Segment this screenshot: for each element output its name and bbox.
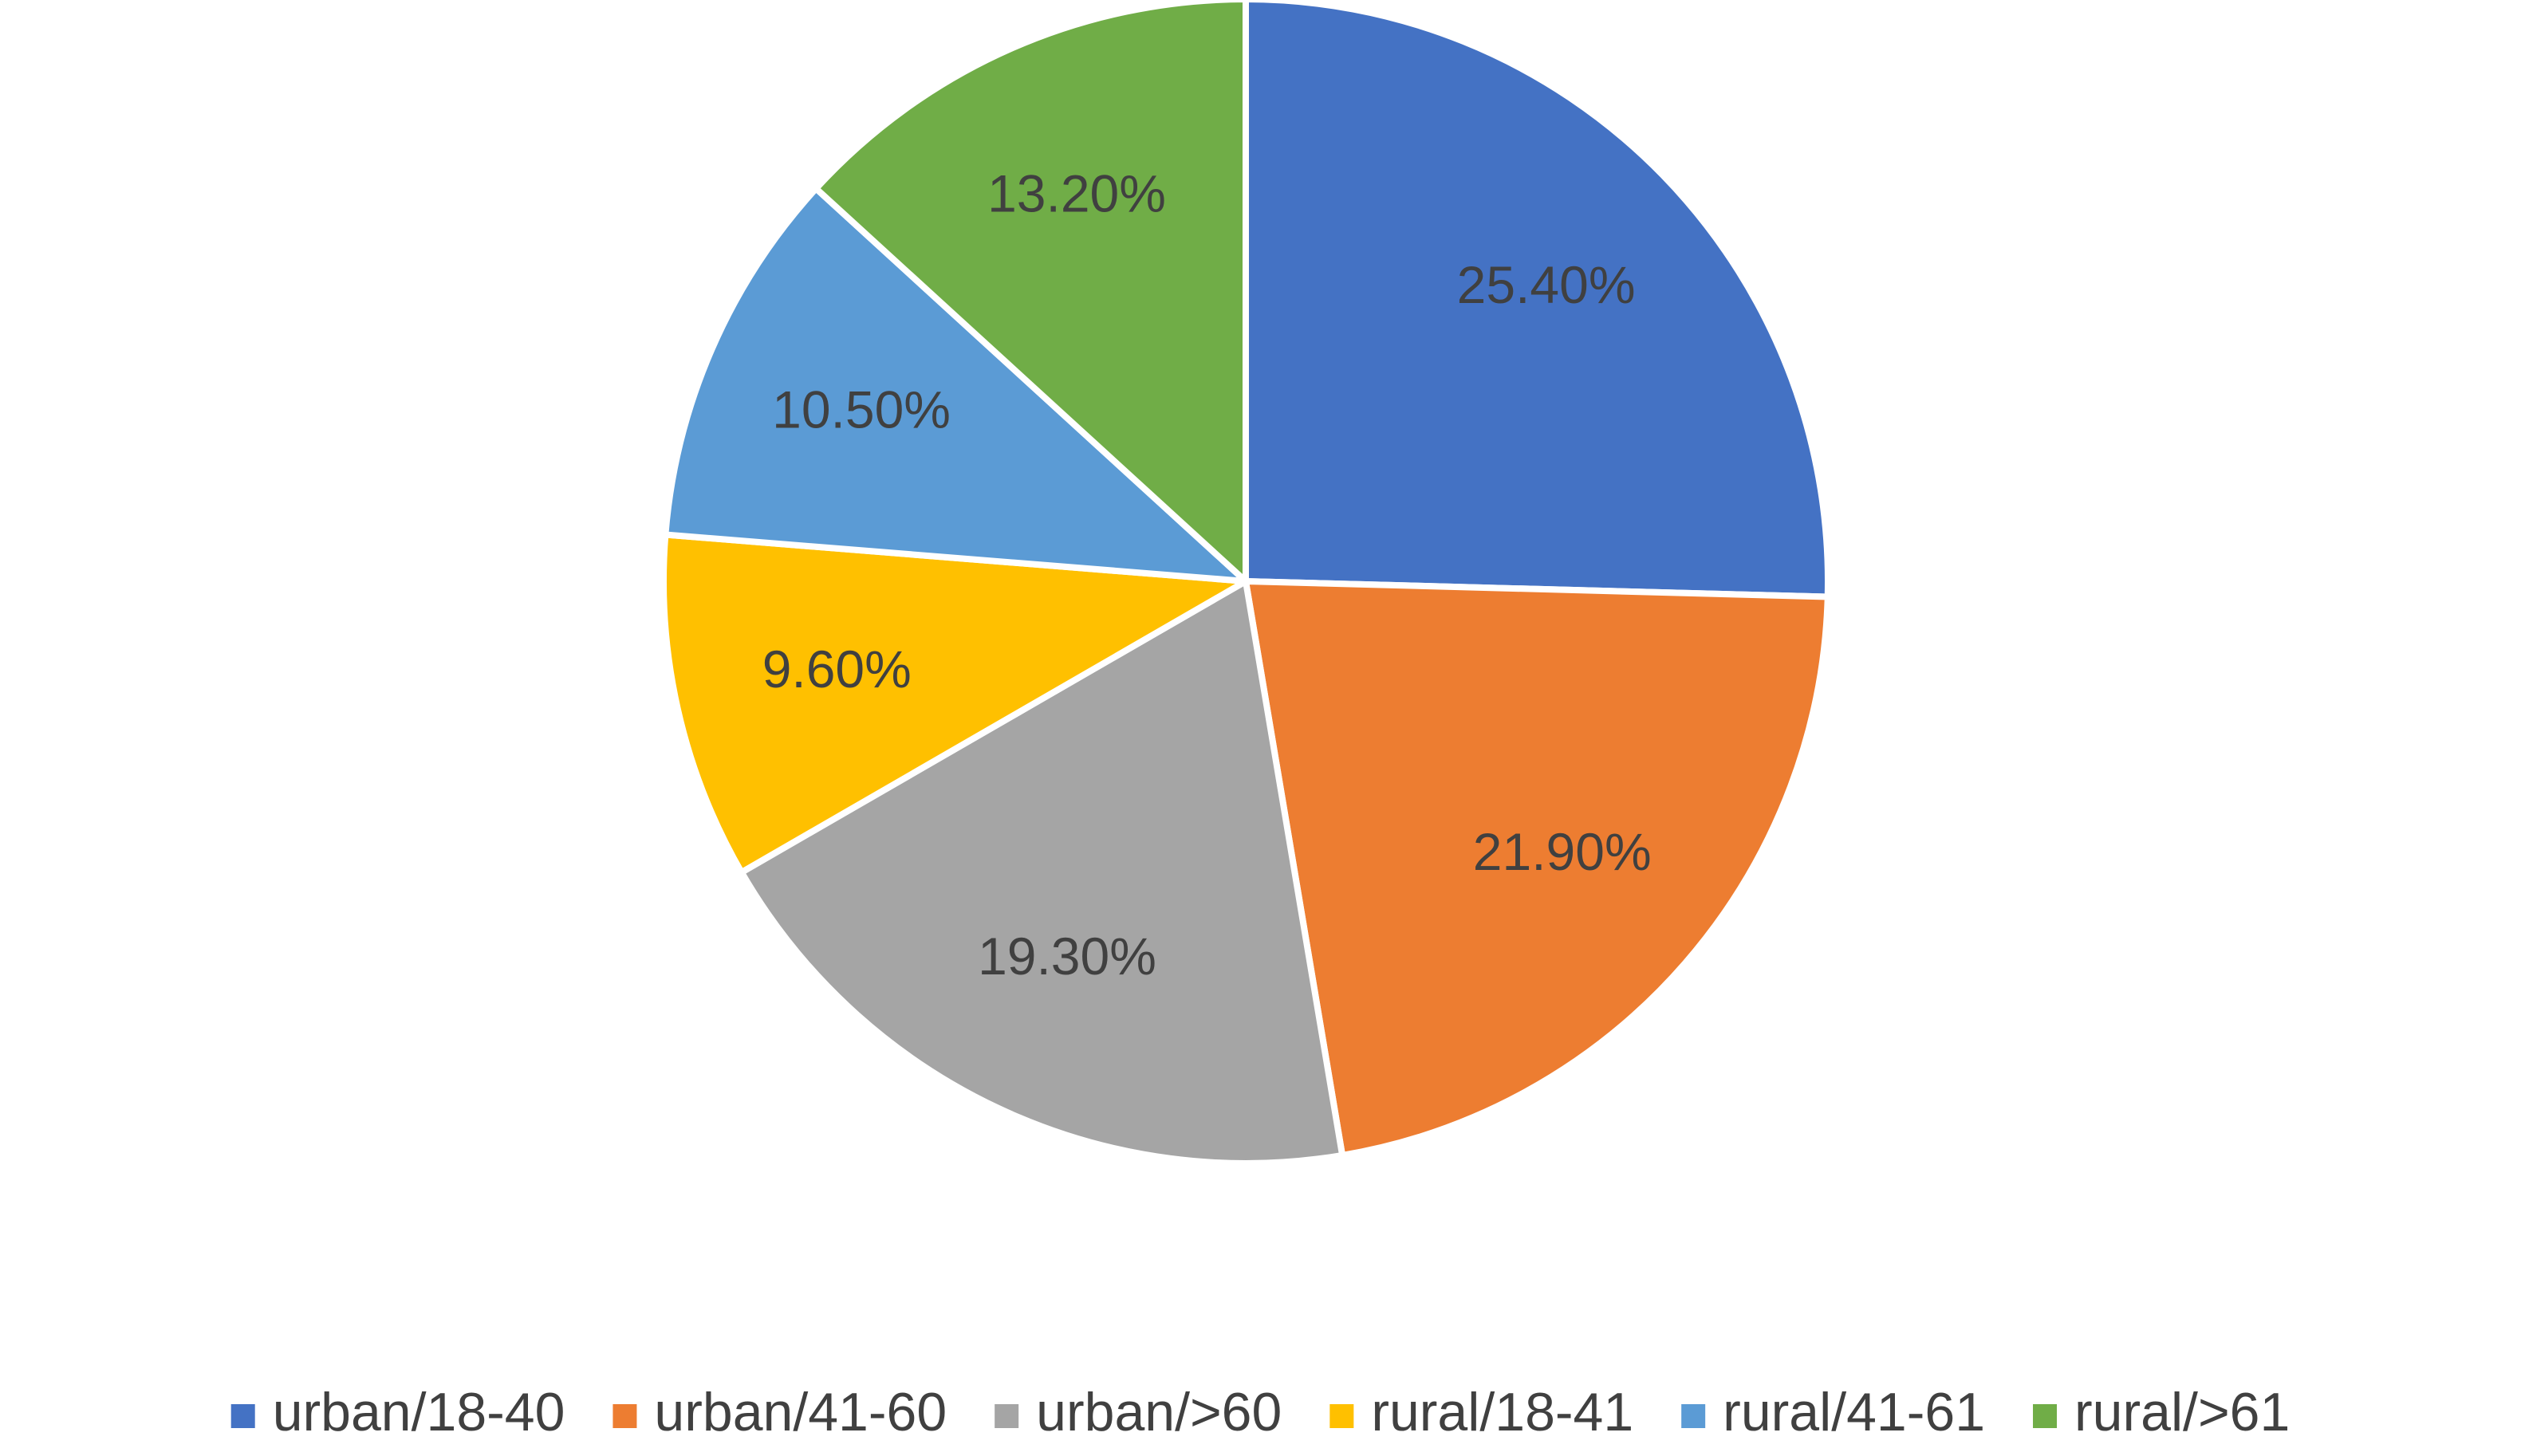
- pie-slice: [1243, 0, 1831, 600]
- legend-label: urban/>60: [1036, 1382, 1282, 1442]
- data-label: 10.50%: [772, 380, 951, 439]
- pie-slice: [813, 0, 1249, 584]
- data-label: 13.20%: [987, 163, 1166, 222]
- data-label: 21.90%: [1473, 822, 1652, 881]
- data-label: 19.30%: [978, 927, 1156, 986]
- legend-swatch: [613, 1404, 637, 1428]
- legend-label: rural/41-61: [1723, 1382, 1985, 1442]
- legend-label: urban/18-40: [273, 1382, 565, 1442]
- legend-swatch: [1329, 1404, 1354, 1428]
- legend-swatch: [2033, 1404, 2058, 1428]
- data-label: 9.60%: [762, 639, 912, 698]
- legend: urban/18-40 urban/41-60 urban/>60 rural/18-…: [230, 1382, 2290, 1442]
- pie-slice: [660, 531, 1249, 876]
- data-label: 25.40%: [1457, 255, 1636, 314]
- pie-slice: [738, 578, 1346, 1167]
- pie-slice: [662, 185, 1249, 584]
- legend-swatch: [1681, 1404, 1706, 1428]
- legend-label: rural/>61: [2074, 1382, 2290, 1442]
- legend-label: urban/41-60: [654, 1382, 947, 1442]
- pie-slice: [1243, 578, 1831, 1159]
- legend-swatch: [995, 1404, 1019, 1428]
- legend-swatch: [230, 1404, 255, 1428]
- legend-label: rural/18-41: [1371, 1382, 1633, 1442]
